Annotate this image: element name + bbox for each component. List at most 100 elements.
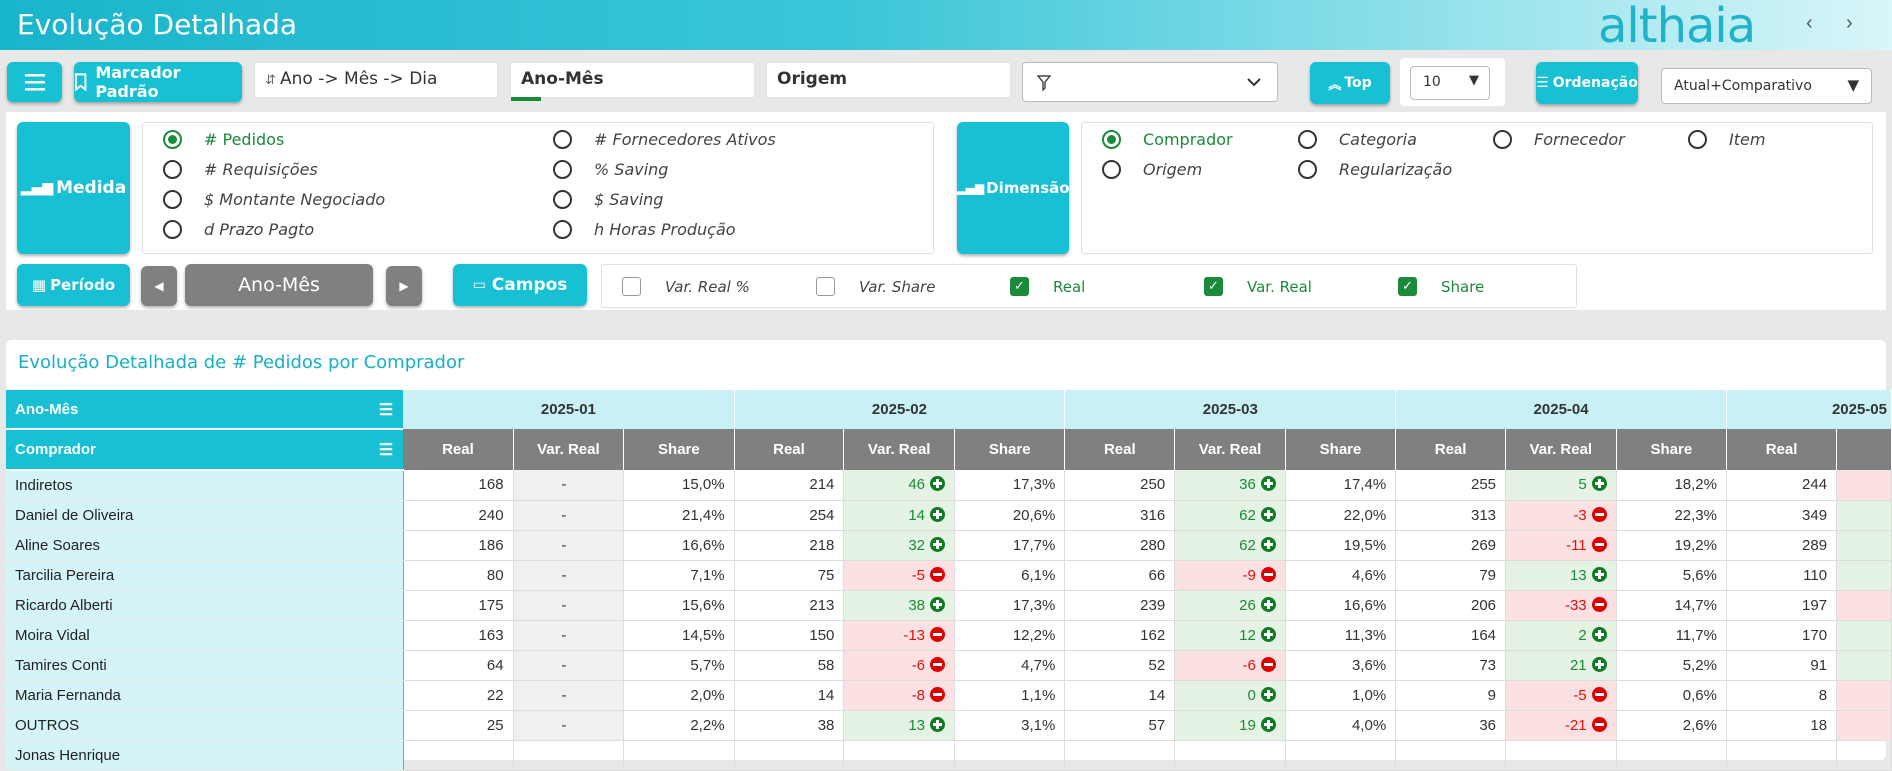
- cell-share: 15,6%: [623, 590, 735, 621]
- measure-label: Medida: [56, 178, 127, 198]
- origin-field[interactable]: Origem: [766, 62, 1011, 98]
- buyer-name[interactable]: OUTROS: [6, 710, 404, 741]
- fields-button[interactable]: ▭ Campos: [453, 264, 587, 306]
- option-label: Real: [1053, 277, 1086, 296]
- double-chevron-up-icon: ︽: [1328, 77, 1342, 93]
- top-select[interactable]: 10 ▼: [1410, 66, 1490, 100]
- hierarchy-field[interactable]: ⇵ Ano -> Mês -> Dia: [254, 62, 498, 98]
- cell-var-real: 5: [1505, 470, 1617, 501]
- bar-chart-icon: ▂▄▆: [956, 181, 985, 195]
- buyer-name[interactable]: Aline Soares: [6, 530, 404, 561]
- cell-var-real: -5: [843, 560, 956, 591]
- dimension-option-item[interactable]: Item: [1688, 130, 1765, 149]
- cell-real: [1395, 740, 1507, 771]
- next-arrow-icon[interactable]: ›: [1846, 12, 1853, 34]
- dimension-label: Dimensão: [986, 179, 1070, 197]
- field-option-real[interactable]: ✓ Real: [1010, 277, 1085, 296]
- cell-real: 110: [1726, 560, 1838, 591]
- buyer-name[interactable]: Indiretos: [6, 470, 404, 501]
- cell-real: 197: [1726, 590, 1838, 621]
- cell-real: 58: [734, 650, 845, 681]
- period-prev-button[interactable]: ◀: [141, 266, 177, 306]
- var-real-value: 46: [908, 476, 926, 494]
- cell-var-real: -: [513, 530, 625, 561]
- var-real-value: 14: [908, 506, 926, 524]
- dimension-option-regularizacao[interactable]: Regularização: [1298, 160, 1452, 179]
- cell-share: [623, 740, 735, 771]
- period-field[interactable]: Ano-Mês: [510, 62, 755, 101]
- var-real-value: 62: [1239, 506, 1256, 524]
- cell-real: 66: [1064, 560, 1176, 591]
- measure-option-pedidos[interactable]: # Pedidos: [163, 130, 284, 149]
- option-label: Item: [1729, 130, 1766, 149]
- cell-share: 15,0%: [623, 470, 735, 501]
- dimension-option-origem[interactable]: Origem: [1102, 160, 1202, 179]
- buyer-name[interactable]: Tamires Conti: [6, 650, 404, 681]
- cell-real: [1064, 740, 1176, 771]
- menu-icon[interactable]: ☰: [378, 402, 394, 419]
- measure-option-fornecedores[interactable]: # Fornecedores Ativos: [553, 130, 776, 149]
- cell-real: 175: [403, 590, 514, 621]
- dimension-options: Comprador Categoria Fornecedor Item Orig…: [1081, 122, 1873, 254]
- dimension-option-comprador[interactable]: Comprador: [1102, 130, 1233, 149]
- measure-option-prazo[interactable]: d Prazo Pagto: [163, 220, 314, 239]
- field-option-var-real[interactable]: ✓ Var. Real: [1204, 277, 1312, 296]
- dimension-option-fornecedor[interactable]: Fornecedor: [1493, 130, 1625, 149]
- cell-share: 3,6%: [1285, 650, 1397, 681]
- measure-button[interactable]: ▂▄▆ Medida: [17, 122, 130, 254]
- option-label: # Fornecedores Ativos: [594, 130, 776, 149]
- top-button[interactable]: ︽ Top: [1310, 62, 1390, 104]
- month-header: 2025-01: [403, 390, 735, 429]
- hamburger-icon: [24, 74, 45, 91]
- cell-var-real: [1836, 470, 1892, 501]
- buyer-name[interactable]: Tarcilia Pereira: [6, 560, 404, 591]
- bar-chart-icon: ▂▄▆: [20, 180, 54, 196]
- subcolumn-header: Real: [734, 429, 845, 470]
- minus-circle-icon: [930, 656, 946, 672]
- table-title: Evolução Detalhada de # Pedidos por Comp…: [18, 352, 465, 373]
- order-select[interactable]: Atual+Comparativo ▼: [1661, 68, 1872, 104]
- minus-circle-icon: [930, 686, 946, 702]
- order-button[interactable]: ☰ Ordenação: [1536, 62, 1638, 104]
- prev-arrow-icon[interactable]: ‹: [1806, 12, 1813, 34]
- period-button[interactable]: ▦ Período: [17, 264, 130, 306]
- option-label: Share: [1441, 277, 1485, 296]
- dimension-button[interactable]: ▂▄▆ Dimensão: [956, 122, 1070, 254]
- measure-option-montante[interactable]: $ Montante Negociado: [163, 190, 385, 209]
- measure-option-saving-pct[interactable]: % Saving: [553, 160, 668, 179]
- minus-circle-icon: [1260, 566, 1276, 582]
- filter-select[interactable]: [1022, 62, 1278, 102]
- cell-var-real: 0: [1174, 680, 1286, 711]
- cell-var-real: -3: [1505, 500, 1617, 531]
- bookmark-label: Marcador Padrão: [95, 63, 181, 101]
- althaia-logo: althaia: [1598, 0, 1756, 54]
- dimension-option-categoria[interactable]: Categoria: [1298, 130, 1417, 149]
- cell-var-real: 62: [1174, 500, 1286, 531]
- menu-button[interactable]: [7, 62, 62, 102]
- list-icon: ☰: [1536, 75, 1549, 91]
- buyer-name[interactable]: Moira Vidal: [6, 620, 404, 651]
- cell-real: 170: [1726, 620, 1838, 651]
- measure-option-saving-amt[interactable]: $ Saving: [553, 190, 663, 209]
- var-real-value: 38: [908, 596, 926, 614]
- field-option-share[interactable]: ✓ Share: [1398, 277, 1484, 296]
- measure-option-requisicoes[interactable]: # Requisições: [163, 160, 318, 179]
- cell-real: 25: [403, 710, 514, 741]
- var-real-value: -5: [1573, 686, 1587, 704]
- cell-var-real: -: [513, 710, 625, 741]
- field-option-var-share[interactable]: Var. Share: [816, 277, 935, 296]
- bookmark-button[interactable]: Marcador Padrão: [74, 62, 242, 102]
- buyer-name[interactable]: Maria Fernanda: [6, 680, 404, 711]
- buyer-name[interactable]: Jonas Henrique: [6, 740, 404, 771]
- bookmark-icon: [74, 73, 87, 91]
- cell-share: 22,3%: [1616, 500, 1727, 531]
- buyer-name[interactable]: Daniel de Oliveira: [6, 500, 404, 531]
- var-real-value: -: [561, 656, 567, 674]
- measure-option-horas[interactable]: h Horas Produção: [553, 220, 736, 239]
- top-select-container: 10 ▼: [1400, 58, 1505, 106]
- cell-real: 168: [403, 470, 514, 501]
- menu-icon[interactable]: ☰: [378, 442, 394, 459]
- field-option-var-real-pct[interactable]: Var. Real %: [622, 277, 750, 296]
- period-next-button[interactable]: ▶: [386, 266, 422, 306]
- buyer-name[interactable]: Ricardo Alberti: [6, 590, 404, 621]
